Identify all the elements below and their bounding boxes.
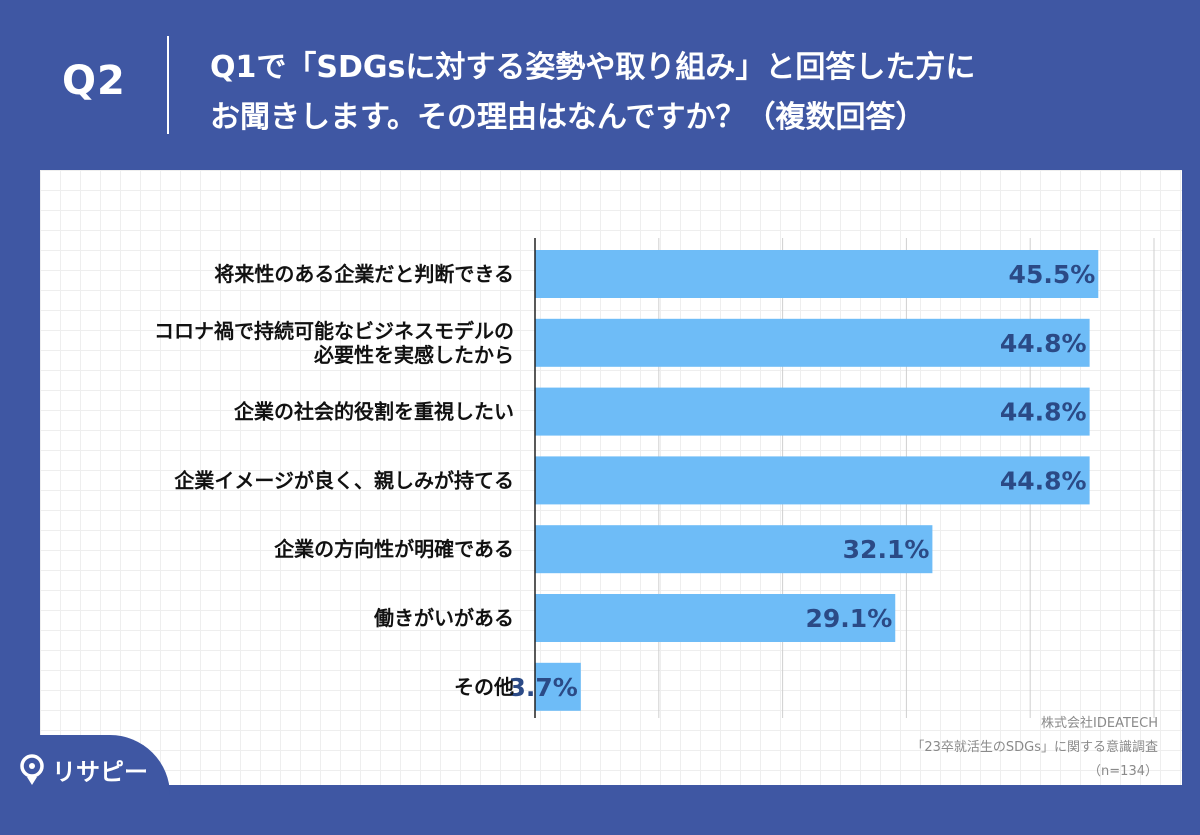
category-label: その他 bbox=[454, 675, 514, 699]
source-sample-size: （n=134） bbox=[1088, 764, 1158, 779]
category-label: コロナ禍で持続可能なビジネスモデルの bbox=[154, 319, 514, 343]
category-label: 必要性を実感したから bbox=[313, 343, 514, 367]
header-divider bbox=[167, 36, 169, 134]
bar bbox=[535, 662, 581, 711]
question-number: Q2 bbox=[62, 58, 126, 104]
bar-value-label: 45.5% bbox=[1009, 260, 1096, 289]
header: Q2 Q1で「SDGsに対する姿勢や取り組み」と回答した方に お聞きします。その… bbox=[0, 0, 1200, 170]
bar-value-label: 44.8% bbox=[1000, 466, 1087, 495]
bar bbox=[535, 387, 1090, 436]
pin-icon bbox=[20, 753, 44, 785]
bar bbox=[535, 456, 1090, 505]
category-label: 企業の社会的役割を重視したい bbox=[233, 400, 514, 424]
bar-value-label: 29.1% bbox=[806, 604, 893, 633]
category-label: 企業イメージが良く、親しみが持てる bbox=[173, 468, 514, 492]
category-label: 働きがいがある bbox=[373, 606, 514, 630]
bar-value-label: 32.1% bbox=[843, 535, 930, 564]
bar-value-label: 44.8% bbox=[1000, 398, 1087, 427]
bar-value-label: 44.8% bbox=[1000, 329, 1087, 358]
bar bbox=[535, 525, 933, 574]
brand-logo: リサピー bbox=[18, 752, 148, 787]
source-survey: 「23卒就活生のSDGs」に関する意識調査 bbox=[911, 740, 1158, 755]
bar bbox=[535, 318, 1090, 367]
source-company: 株式会社IDEATECH bbox=[1041, 716, 1158, 731]
bar bbox=[535, 594, 896, 642]
question-title-line-2: お聞きします。その理由はなんですか？（複数回答） bbox=[210, 100, 926, 135]
bar-value-label: 3.7% bbox=[508, 673, 577, 702]
question-title-line-1: Q1で「SDGsに対する姿勢や取り組み」と回答した方に bbox=[210, 50, 976, 85]
bar bbox=[535, 250, 1099, 298]
category-label: 将来性のある企業だと判断できる bbox=[214, 262, 514, 286]
bar-chart: 45.5% 将来性のある企業だと判断できる 44.8% コロナ禍で持続可能なビジネスモ… bbox=[154, 238, 1155, 718]
logo-text: リサピー bbox=[52, 758, 148, 786]
category-label: 企業の方向性が明確である bbox=[273, 537, 514, 561]
